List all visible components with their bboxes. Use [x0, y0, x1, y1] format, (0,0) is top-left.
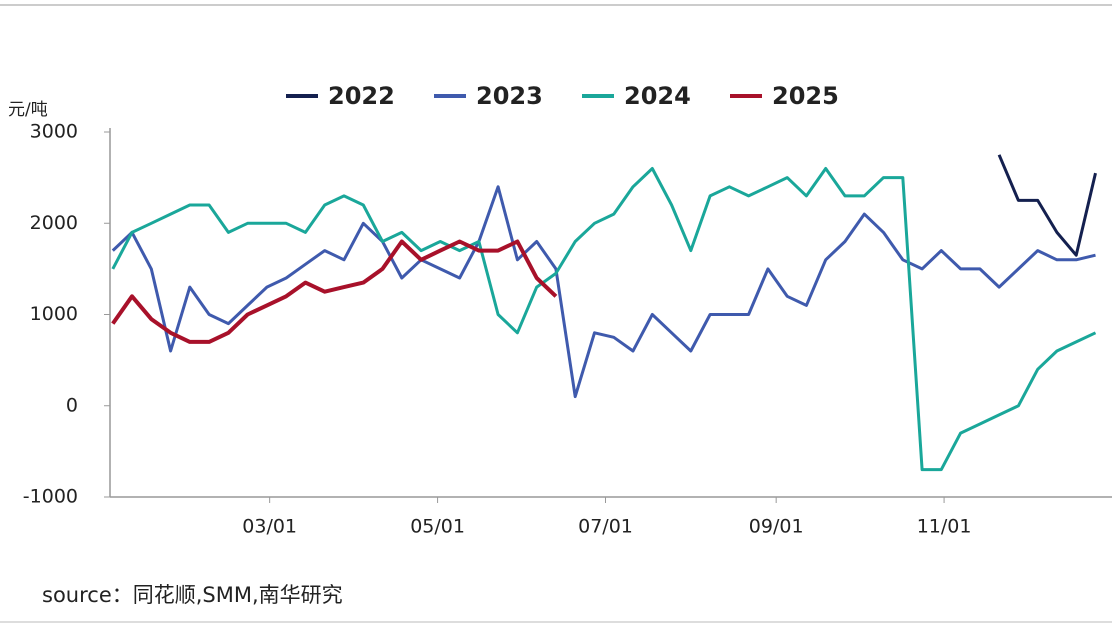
y-unit: 元/吨 — [8, 100, 48, 120]
y-tick-label: 2000 — [30, 212, 78, 234]
x-tick-label: 09/01 — [749, 516, 804, 538]
y-tick-label: 1000 — [30, 303, 78, 325]
y-tick-label: 3000 — [30, 121, 78, 143]
x-tick-label: 03/01 — [242, 516, 297, 538]
y-tick-label: -1000 — [23, 486, 78, 508]
series-line — [111, 185, 1096, 399]
legend-label: 2023 — [476, 82, 543, 110]
x-tick-label: 07/01 — [578, 516, 633, 538]
source: source：同花顺,SMM,南华研究 — [42, 583, 343, 607]
legend-label: 2025 — [772, 82, 839, 110]
series-line — [997, 154, 1097, 257]
legend-label: 2022 — [328, 82, 395, 110]
series-line — [111, 167, 1097, 472]
x-tick-label: 05/01 — [410, 516, 465, 538]
series-line — [111, 239, 558, 344]
x-tick-label: 11/01 — [917, 516, 972, 538]
y-tick-label: 0 — [66, 394, 78, 416]
legend-label: 2024 — [624, 82, 691, 110]
